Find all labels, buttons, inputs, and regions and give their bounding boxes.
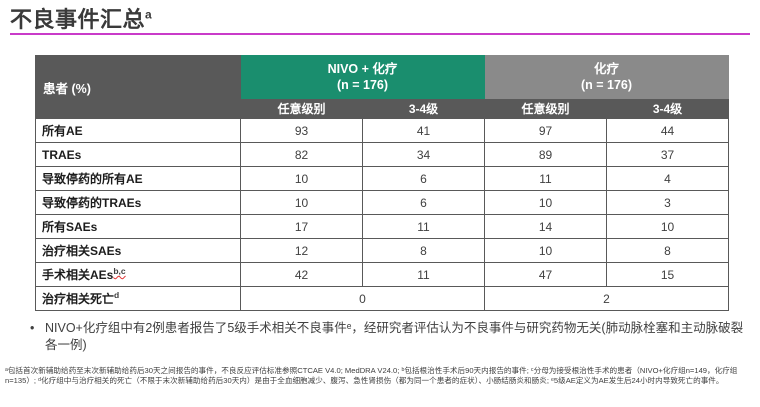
group-header-chemo-label: 化疗 — [593, 61, 619, 76]
value-cell: 2 — [484, 286, 729, 311]
subheader-any-grade-nivo: 任意级别 — [240, 98, 363, 119]
value-cell: 11 — [362, 262, 485, 287]
value-cell: 10 — [240, 190, 363, 215]
table-row: 治疗相关SAEs 12 8 10 8 — [35, 238, 729, 263]
bullet-point: • NIVO+化疗组中有2例患者报告了5级手术相关不良事件ᵉ，经研究者评估认为不… — [30, 320, 746, 354]
value-cell: 3 — [606, 190, 729, 215]
subheader-grade34-nivo: 3-4级 — [362, 98, 485, 119]
value-cell: 34 — [362, 142, 485, 167]
value-cell: 4 — [606, 166, 729, 191]
bullet-text: NIVO+化疗组中有2例患者报告了5级手术相关不良事件ᵉ，经研究者评估认为不良事… — [45, 321, 744, 352]
value-cell: 17 — [240, 214, 363, 239]
value-cell: 89 — [484, 142, 607, 167]
value-cell: 82 — [240, 142, 363, 167]
group-header-chemo: 化疗 (n = 176) — [484, 55, 729, 99]
table-row: 治疗相关死亡d 0 2 — [35, 286, 729, 311]
title-superscript: a — [145, 7, 153, 22]
value-cell: 0 — [240, 286, 485, 311]
value-cell: 6 — [362, 190, 485, 215]
row-label-superscript: d — [114, 290, 120, 300]
value-cell: 8 — [362, 238, 485, 263]
value-cell: 14 — [484, 214, 607, 239]
value-cell: 8 — [606, 238, 729, 263]
value-cell: 41 — [362, 118, 485, 143]
row-label: TRAEs — [35, 142, 241, 167]
row-label-superscript: b,c — [113, 266, 126, 276]
value-cell: 11 — [484, 166, 607, 191]
value-cell: 11 — [362, 214, 485, 239]
value-cell: 12 — [240, 238, 363, 263]
group-header-row: 患者 (%) NIVO + 化疗 (n = 176) 化疗 (n = 176) — [35, 55, 729, 119]
row-label: 所有AE — [35, 118, 241, 143]
table-row: 所有SAEs 17 11 14 10 — [35, 214, 729, 239]
row-label: 治疗相关死亡d — [35, 286, 241, 311]
bullet-marker: • — [30, 321, 35, 335]
value-cell: 42 — [240, 262, 363, 287]
title-underline — [10, 33, 750, 35]
group-header-chemo-n: (n = 176) — [580, 78, 633, 92]
group-header-nivo-chemo-n: (n = 176) — [336, 78, 389, 92]
subheader-any-grade-chemo: 任意级别 — [484, 98, 607, 119]
page-title: 不良事件汇总a — [10, 2, 152, 34]
row-label: 导致停药的所有AE — [35, 166, 241, 191]
ae-summary-table: 患者 (%) NIVO + 化疗 (n = 176) 化疗 (n = 176) … — [35, 55, 729, 311]
value-cell: 93 — [240, 118, 363, 143]
table-row: 所有AE 93 41 97 44 — [35, 118, 729, 143]
value-cell: 97 — [484, 118, 607, 143]
page-title-text: 不良事件汇总 — [10, 7, 146, 32]
table-header: 患者 (%) NIVO + 化疗 (n = 176) 化疗 (n = 176) … — [35, 55, 729, 119]
value-cell: 10 — [240, 166, 363, 191]
value-cell: 15 — [606, 262, 729, 287]
table-row: 导致停药的所有AE 10 6 11 4 — [35, 166, 729, 191]
row-label: 手术相关AEsb,c — [35, 262, 241, 287]
table-row: 导致停药的TRAEs 10 6 10 3 — [35, 190, 729, 215]
table-row: 手术相关AEsb,c 42 11 47 15 — [35, 262, 729, 287]
value-cell: 10 — [606, 214, 729, 239]
value-cell: 37 — [606, 142, 729, 167]
value-cell: 6 — [362, 166, 485, 191]
footnotes: ᵃ包括首次新辅助给药至末次新辅助给药后30天之间报告的事件，不良反应评估标准参照… — [5, 366, 738, 386]
table-row: TRAEs 82 34 89 37 — [35, 142, 729, 167]
group-header-nivo-chemo-label: NIVO + 化疗 — [327, 61, 398, 76]
value-cell: 44 — [606, 118, 729, 143]
table-body: 所有AE 93 41 97 44 TRAEs 82 34 89 37 导致停药的所有AE 10 6 11 4… — [35, 118, 729, 311]
row-label: 所有SAEs — [35, 214, 241, 239]
value-cell: 47 — [484, 262, 607, 287]
value-cell: 10 — [484, 238, 607, 263]
value-cell: 10 — [484, 190, 607, 215]
table-corner-header: 患者 (%) — [35, 55, 241, 119]
row-label: 治疗相关SAEs — [35, 238, 241, 263]
subheader-row: 任意级别 3-4级 任意级别 3-4级 — [36, 98, 729, 119]
group-header-nivo-chemo: NIVO + 化疗 (n = 176) — [240, 55, 485, 99]
row-label: 导致停药的TRAEs — [35, 190, 241, 215]
subheader-grade34-chemo: 3-4级 — [606, 98, 729, 119]
